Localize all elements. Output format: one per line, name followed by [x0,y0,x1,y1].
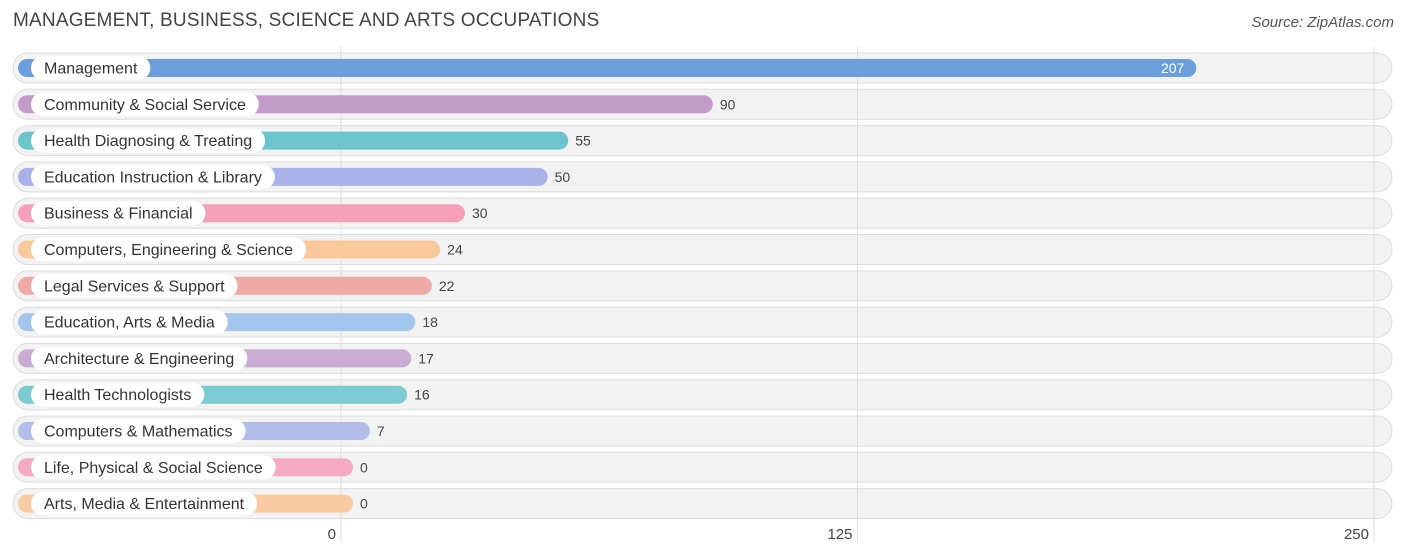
value-label: 207 [1161,60,1185,76]
chart-title: MANAGEMENT, BUSINESS, SCIENCE AND ARTS O… [13,10,600,31]
category-label-pill [31,455,276,480]
value-label: 7 [377,423,385,439]
value-label: 0 [360,496,368,512]
category-label: Business & Financial [44,206,193,223]
category-label-pill [31,92,259,117]
value-label: 55 [575,133,591,149]
category-label: Health Diagnosing & Treating [44,133,252,150]
category-label-pill [31,237,307,262]
category-label-pill [31,164,275,189]
value-label: 18 [422,314,438,330]
category-label-pill [31,201,206,226]
category-label: Architecture & Engineering [44,351,234,368]
category-label-pill [31,273,238,298]
value-label: 22 [439,278,455,294]
category-label-pill [31,491,258,516]
category-label: Community & Social Service [44,97,246,114]
bar [18,59,1197,77]
x-tick-label: 125 [827,526,852,543]
category-label: Arts, Media & Entertainment [44,496,245,513]
row-background [12,488,1393,520]
category-label: Life, Physical & Social Science [44,460,263,477]
category-label: Health Technologists [44,387,191,404]
x-tick-label: 0 [328,526,336,543]
value-label: 30 [472,205,488,221]
category-label-pill [31,419,246,443]
category-label: Legal Services & Support [44,278,225,295]
category-label: Computers & Mathematics [44,424,233,441]
value-label: 24 [447,242,463,258]
value-label: 50 [555,169,571,185]
value-label: 16 [414,387,430,403]
category-label: Management [44,61,138,78]
value-label: 90 [720,96,736,112]
category-label-pill [31,56,151,80]
value-label: 17 [418,350,434,366]
source-label: Source: ZipAtlas.com [1251,14,1394,31]
category-label: Education Instruction & Library [44,169,262,186]
category-label-pill [31,346,248,371]
category-label: Computers, Engineering & Science [44,242,293,259]
category-label-pill [31,128,266,153]
row-background [12,451,1393,483]
category-label-pill [31,310,228,335]
value-label: 0 [360,459,368,475]
category-label: Education, Arts & Media [44,315,215,332]
x-tick-label: 250 [1344,526,1369,543]
category-label-pill [31,382,205,407]
